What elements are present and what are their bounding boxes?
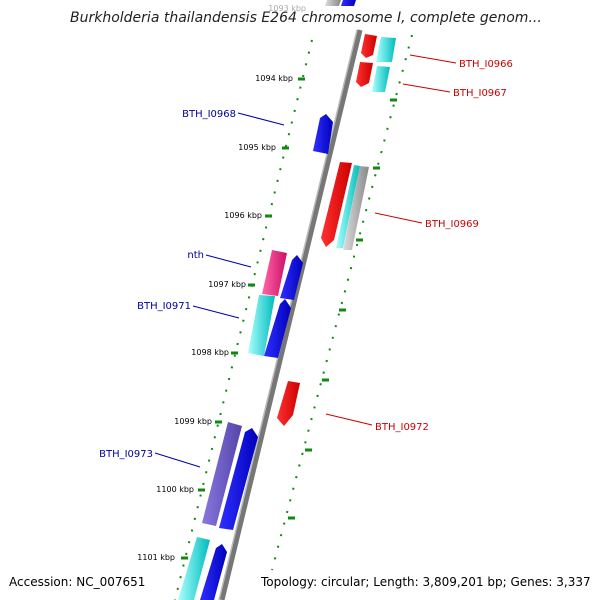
gene-bth-i0971-blue[interactable]	[264, 299, 291, 358]
gene-bottom-cyan[interactable]	[178, 537, 210, 600]
scale-label-1101: 1101 kbp	[137, 553, 175, 562]
accession-label: Accession: NC_007651	[9, 575, 146, 589]
gene-bottom-blue[interactable]	[200, 544, 227, 600]
label-bth-i0969: BTH_I0969	[425, 219, 479, 230]
scale-ticks-right	[288, 98, 397, 520]
scale-label-1094: 1094 kbp	[255, 74, 293, 83]
right-scale-track	[271, 34, 413, 571]
scale-label-1100: 1100 kbp	[156, 485, 194, 494]
gene-bth-i0967[interactable]	[356, 62, 373, 87]
gene-bth-i0966[interactable]	[361, 34, 377, 58]
gene-bth-i0967-cyan[interactable]	[372, 66, 390, 92]
map-title: Burkholderia thailandensis E264 chromoso…	[70, 10, 542, 26]
gene-top-gray[interactable]	[325, 0, 341, 6]
scale-label-1096: 1096 kbp	[224, 211, 262, 220]
gene-bth-i0966-cyan[interactable]	[376, 37, 396, 62]
gene-bth-i0971[interactable]	[248, 295, 275, 356]
scale-label-1099: 1099 kbp	[174, 417, 212, 426]
gene-nth[interactable]	[262, 250, 287, 296]
gene-bth-i0973[interactable]	[202, 422, 242, 526]
gene-bth-i0969-gray[interactable]	[343, 166, 369, 250]
gene-top-blue[interactable]	[341, 0, 356, 6]
chromosome-axis	[219, 29, 363, 600]
label-bth-i0967: BTH_I0967	[453, 88, 507, 99]
label-bth-i0966: BTH_I0966	[459, 59, 513, 70]
gene-nth-blue[interactable]	[280, 255, 303, 300]
gene-bth-i0973-blue[interactable]	[219, 428, 258, 530]
scale-label-1095: 1095 kbp	[238, 143, 276, 152]
label-bth-i0972: BTH_I0972	[375, 422, 429, 433]
topology-label: Topology: circular; Length: 3,809,201 bp…	[261, 575, 591, 589]
label-nth: nth	[187, 250, 204, 261]
gene-bth-i0972[interactable]	[277, 381, 300, 426]
scale-label-1098: 1098 kbp	[191, 348, 229, 357]
gene-bth-i0969[interactable]	[321, 162, 352, 247]
scale-label-1097: 1097 kbp	[208, 280, 246, 289]
scale-label-1093: 1093 kbp	[268, 4, 306, 13]
gene-bth-i0969-cyan[interactable]	[336, 165, 360, 248]
scale-ticks	[181, 77, 305, 560]
label-bth-i0973: BTH_I0973	[99, 449, 153, 460]
left-scale-track	[174, 39, 313, 600]
label-bth-i0968: BTH_I0968	[182, 109, 236, 120]
label-bth-i0971: BTH_I0971	[137, 301, 191, 312]
gene-bth-i0968[interactable]	[313, 114, 333, 154]
